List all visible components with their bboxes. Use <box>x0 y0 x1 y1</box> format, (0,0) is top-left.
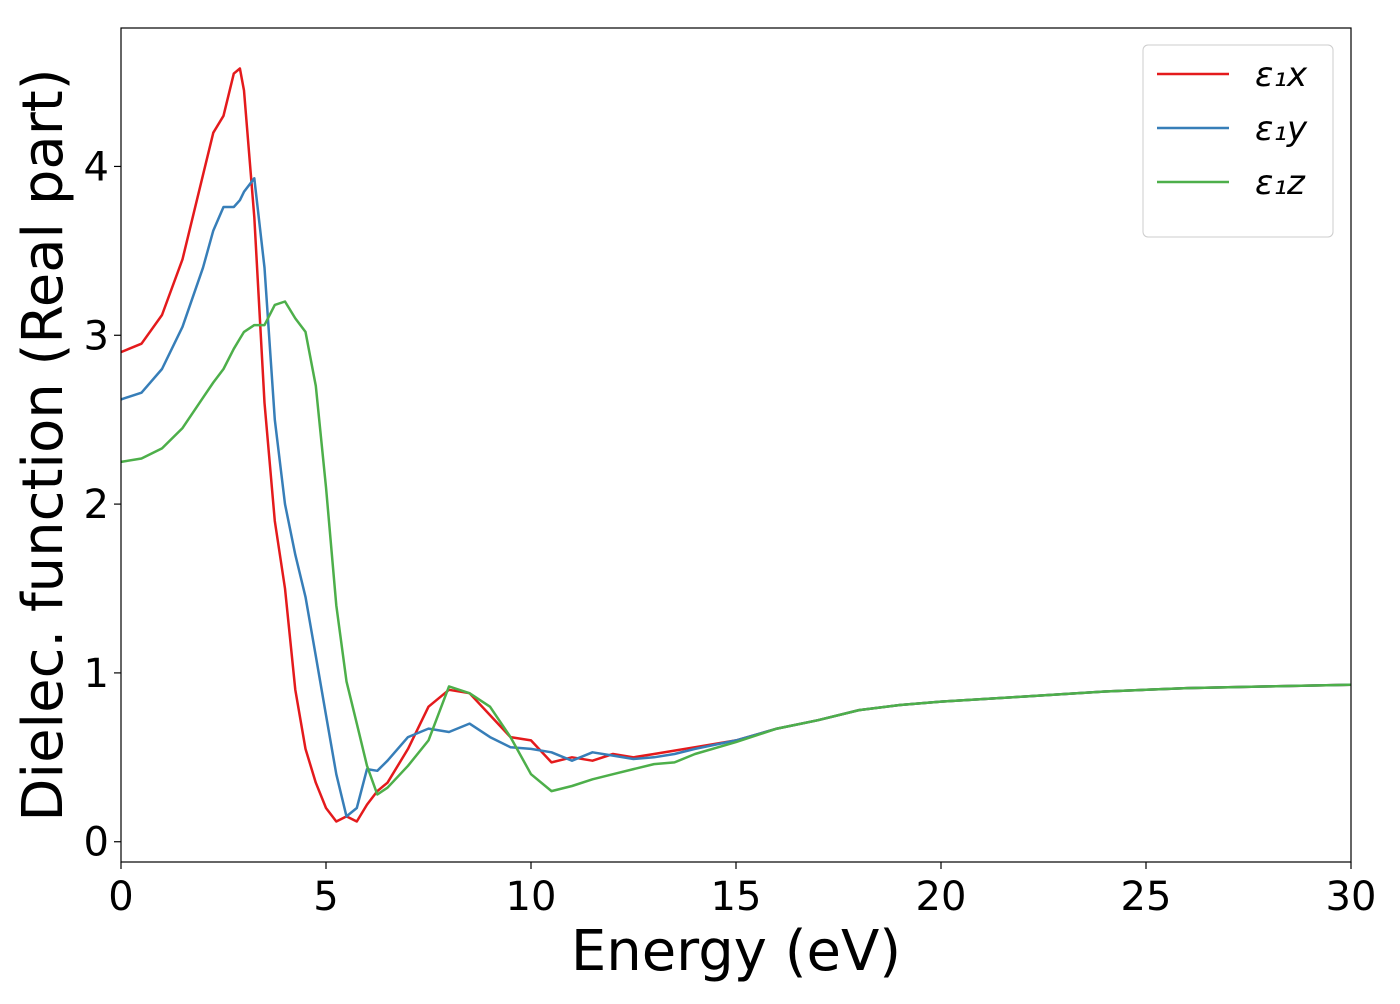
y-tick-label: 4 <box>84 144 109 190</box>
x-tick-label: 25 <box>1121 874 1172 920</box>
plot-frame <box>120 27 1352 863</box>
legend-label: ε₁y <box>1255 109 1308 149</box>
legend-label: ε₁z <box>1255 163 1306 203</box>
x-tick-label: 15 <box>711 874 762 920</box>
legend-box <box>1142 44 1334 238</box>
legend-label: ε₁x <box>1255 55 1308 95</box>
data-line <box>120 300 1352 796</box>
y-axis-label: Dielec. function (Real part) <box>11 68 76 821</box>
data-line <box>120 177 1352 818</box>
y-tick-label: 2 <box>84 482 109 528</box>
y-tick-label: 1 <box>84 651 109 697</box>
x-tick-label: 20 <box>916 874 967 920</box>
legend: ε₁x ε₁y ε₁z <box>1142 44 1334 238</box>
y-tick-label: 3 <box>84 313 109 359</box>
x-tick-label: 10 <box>506 874 557 920</box>
x-tick-label: 30 <box>1326 874 1377 920</box>
x-axis-label: Energy (eV) <box>571 919 901 984</box>
x-tick-label: 0 <box>108 874 133 920</box>
y-tick-label: 0 <box>84 820 109 866</box>
x-tick-label: 5 <box>313 874 338 920</box>
